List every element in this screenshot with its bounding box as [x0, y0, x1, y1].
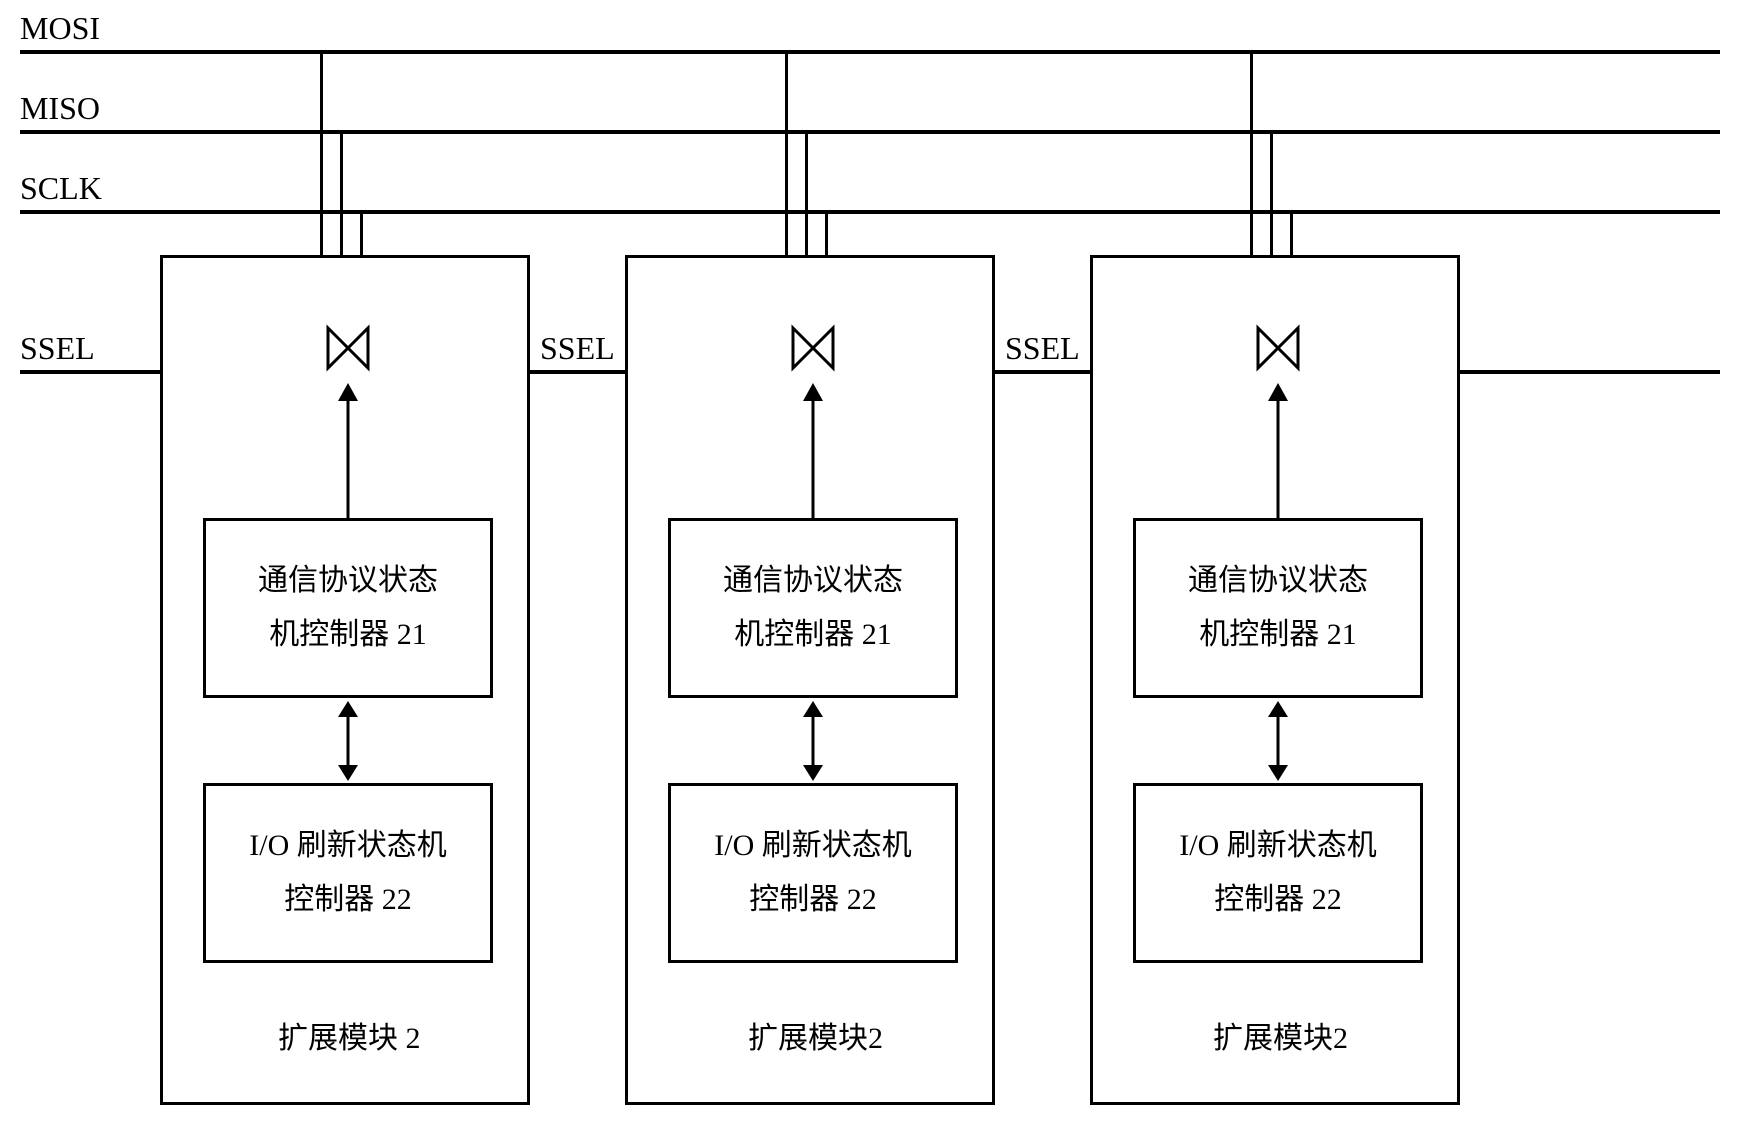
double-arrow-icon — [798, 701, 828, 781]
arrow-up-icon — [798, 383, 828, 518]
protocol-controller-box: 通信协议状态 机控制器 21 — [1133, 518, 1423, 698]
io-refresh-box: I/O 刷新状态机 控制器 22 — [1133, 783, 1423, 963]
protocol-line1: 通信协议状态 — [258, 554, 438, 608]
sclk-label: SCLK — [20, 170, 102, 207]
valve-icon — [783, 318, 843, 378]
io-refresh-box: I/O 刷新状态机 控制器 22 — [668, 783, 958, 963]
valve-icon — [1248, 318, 1308, 378]
double-arrow-icon — [333, 701, 363, 781]
mod2-tap-miso — [1270, 130, 1273, 255]
mod0-tap-sclk — [360, 210, 363, 255]
mod1-tap-sclk — [825, 210, 828, 255]
mod1-tap-mosi — [785, 50, 788, 255]
io-line2: 控制器 22 — [284, 873, 412, 927]
protocol-line1: 通信协议状态 — [1188, 554, 1368, 608]
io-line1: I/O 刷新状态机 — [1179, 819, 1377, 873]
ssel-inter-label-0: SSEL — [540, 330, 615, 367]
module-label: 扩展模块2 — [748, 1013, 883, 1057]
mod0-tap-mosi — [320, 50, 323, 255]
ssel-label: SSEL — [20, 330, 95, 367]
io-line2: 控制器 22 — [749, 873, 877, 927]
protocol-line1: 通信协议状态 — [723, 554, 903, 608]
io-line1: I/O 刷新状态机 — [714, 819, 912, 873]
module-0: 通信协议状态 机控制器 21 I/O 刷新状态机 控制器 22 扩展模块 2 — [160, 255, 530, 1105]
sclk-bus-line — [20, 210, 1720, 214]
io-line1: I/O 刷新状态机 — [249, 819, 447, 873]
io-line2: 控制器 22 — [1214, 873, 1342, 927]
double-arrow-icon — [1263, 701, 1293, 781]
protocol-line2: 机控制器 21 — [734, 608, 892, 662]
protocol-controller-box: 通信协议状态 机控制器 21 — [203, 518, 493, 698]
module-1: 通信协议状态 机控制器 21 I/O 刷新状态机 控制器 22 扩展模块2 — [625, 255, 995, 1105]
miso-label: MISO — [20, 90, 100, 127]
miso-bus-line — [20, 130, 1720, 134]
mosi-label: MOSI — [20, 10, 100, 47]
protocol-controller-box: 通信协议状态 机控制器 21 — [668, 518, 958, 698]
arrow-up-icon — [333, 383, 363, 518]
module-2: 通信协议状态 机控制器 21 I/O 刷新状态机 控制器 22 扩展模块2 — [1090, 255, 1460, 1105]
protocol-line2: 机控制器 21 — [269, 608, 427, 662]
mod2-tap-mosi — [1250, 50, 1253, 255]
mod0-tap-miso — [340, 130, 343, 255]
arrow-up-icon — [1263, 383, 1293, 518]
io-refresh-box: I/O 刷新状态机 控制器 22 — [203, 783, 493, 963]
module-label: 扩展模块 2 — [278, 1013, 421, 1057]
valve-icon — [318, 318, 378, 378]
ssel-inter-label-1: SSEL — [1005, 330, 1080, 367]
mod1-tap-miso — [805, 130, 808, 255]
module-label: 扩展模块2 — [1213, 1013, 1348, 1057]
protocol-line2: 机控制器 21 — [1199, 608, 1357, 662]
mosi-bus-line — [20, 50, 1720, 54]
mod2-tap-sclk — [1290, 210, 1293, 255]
